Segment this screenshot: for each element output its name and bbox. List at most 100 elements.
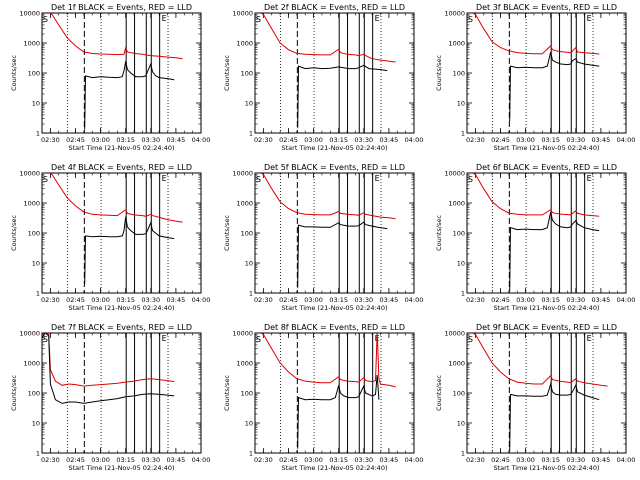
panel-8: Det 8f BLACK = Events, RED = LLD 1 10 100 10…: [223, 323, 423, 472]
panel-title: Det 8f BLACK = Events, RED = LLD: [264, 323, 405, 332]
y-tick-label: 10: [245, 259, 253, 267]
marker-lines: [280, 333, 382, 453]
x-tick-label: 03:00: [91, 136, 110, 144]
x-tick-label: 03:45: [167, 136, 186, 144]
y-tick-label: 100: [28, 229, 40, 237]
x-axis-label: Start Time (21-Nov-05 02:24:40): [494, 144, 600, 152]
x-axis-label: Start Time (21-Nov-05 02:24:40): [69, 304, 175, 312]
x-tick-label: 03:30: [354, 296, 373, 304]
y-tick-label: 1: [249, 129, 253, 137]
panel-title: Det 7f BLACK = Events, RED = LLD: [51, 323, 192, 332]
plot-frame: [466, 172, 627, 294]
y-tick-label: 10: [32, 419, 40, 427]
x-tick-label: 02:30: [41, 136, 60, 144]
x-tick-label: 03:30: [141, 456, 160, 464]
y-tick-label: 10: [457, 419, 465, 427]
lld-series-line: [255, 333, 396, 388]
x-tick-label: 03:30: [566, 456, 585, 464]
y-tick-label: 100: [28, 389, 40, 397]
lld-series-line: [255, 173, 396, 220]
plot-frame: [254, 172, 415, 294]
marker-lines: [492, 13, 594, 133]
panel-9: Det 9f BLACK = Events, RED = LLD 1 10 100 10…: [435, 323, 635, 472]
marker-lines: [67, 13, 169, 133]
events-series-line: [509, 51, 600, 122]
lld-series-line: [467, 13, 600, 55]
y-axis-label: Counts/sec: [435, 215, 443, 251]
panel-6: Det 6f BLACK = Events, RED = LLD 1 10 100 10…: [435, 163, 635, 312]
x-axis-label: Start Time (21-Nov-05 02:24:40): [69, 464, 175, 472]
y-axis-label: Counts/sec: [435, 55, 443, 91]
x-tick-label: 03:45: [592, 136, 611, 144]
panel-1: Det 1f BLACK = Events, RED = LLD 1 10 100 10…: [10, 3, 210, 152]
plot-frame: [466, 12, 627, 134]
x-tick-label: 02:30: [466, 296, 485, 304]
panel-title: Det 6f BLACK = Events, RED = LLD: [476, 163, 617, 172]
x-tick-label: 04:00: [617, 456, 636, 464]
y-tick-label: 10000: [232, 9, 253, 17]
y-tick-label: 1000: [236, 359, 253, 367]
x-tick-label: 02:30: [41, 456, 60, 464]
y-tick-label: 10000: [444, 9, 465, 17]
x-tick-label: 03:30: [566, 296, 585, 304]
panel-3: Det 3f BLACK = Events, RED = LLD 1 10 100 10…: [435, 3, 635, 152]
x-tick-label: 04:00: [192, 296, 211, 304]
y-axis-label: Counts/sec: [223, 215, 231, 251]
events-series-line: [509, 211, 600, 291]
y-tick-label: 1: [249, 289, 253, 297]
x-tick-label: 02:30: [254, 296, 273, 304]
series-group: [467, 13, 600, 122]
y-tick-label: 10000: [232, 169, 253, 177]
x-tick-label: 03:15: [116, 456, 135, 464]
x-tick-label: 03:45: [380, 296, 399, 304]
y-tick-label: 100: [241, 389, 253, 397]
x-tick-label: 03:00: [304, 456, 323, 464]
series-group: [467, 333, 608, 451]
x-tick-label: 03:00: [516, 136, 535, 144]
lld-series-line: [467, 333, 608, 387]
x-tick-label: 02:30: [466, 136, 485, 144]
x-tick-label: 03:00: [516, 456, 535, 464]
y-axis-label: Counts/sec: [223, 375, 231, 411]
x-tick-label: 03:00: [91, 456, 110, 464]
panel-title: Det 5f BLACK = Events, RED = LLD: [264, 163, 405, 172]
x-tick-label: 03:45: [592, 296, 611, 304]
y-tick-label: 1000: [236, 199, 253, 207]
end-marker-label: E: [587, 174, 592, 183]
y-tick-label: 1: [461, 449, 465, 457]
x-tick-label: 02:45: [279, 296, 298, 304]
x-tick-label: 03:30: [566, 136, 585, 144]
marker-lines: [492, 173, 594, 293]
lld-series-line: [42, 333, 175, 387]
panel-7: Det 7f BLACK = Events, RED = LLD 1 10 100 10…: [10, 323, 210, 472]
lld-series-line: [42, 13, 183, 60]
y-axis-label: Counts/sec: [435, 375, 443, 411]
end-marker-label: E: [587, 14, 592, 23]
x-tick-label: 03:30: [354, 456, 373, 464]
plot-frame: [41, 12, 202, 134]
y-tick-label: 100: [453, 69, 465, 77]
y-tick-label: 10000: [19, 9, 40, 17]
series-group: [42, 333, 175, 404]
y-tick-label: 100: [28, 69, 40, 77]
y-tick-label: 100: [453, 229, 465, 237]
marker-lines: [67, 173, 169, 293]
x-tick-label: 02:30: [466, 456, 485, 464]
end-marker-label: E: [162, 334, 167, 343]
y-tick-label: 100: [241, 229, 253, 237]
x-tick-label: 03:30: [141, 296, 160, 304]
y-tick-label: 1000: [448, 199, 465, 207]
x-tick-label: 03:30: [141, 136, 160, 144]
x-tick-label: 02:45: [66, 456, 85, 464]
x-axis-label: Start Time (21-Nov-05 02:24:40): [282, 304, 388, 312]
start-marker-label: S: [468, 15, 473, 24]
start-marker-label: S: [256, 335, 261, 344]
panel-title: Det 9f BLACK = Events, RED = LLD: [476, 323, 617, 332]
x-tick-label: 03:00: [304, 136, 323, 144]
y-axis-label: Counts/sec: [10, 55, 18, 91]
series-group: [467, 173, 600, 291]
y-axis-label: Counts/sec: [223, 55, 231, 91]
x-tick-label: 04:00: [617, 136, 636, 144]
plot-frame: [254, 332, 415, 454]
plot-frame: [41, 172, 202, 294]
